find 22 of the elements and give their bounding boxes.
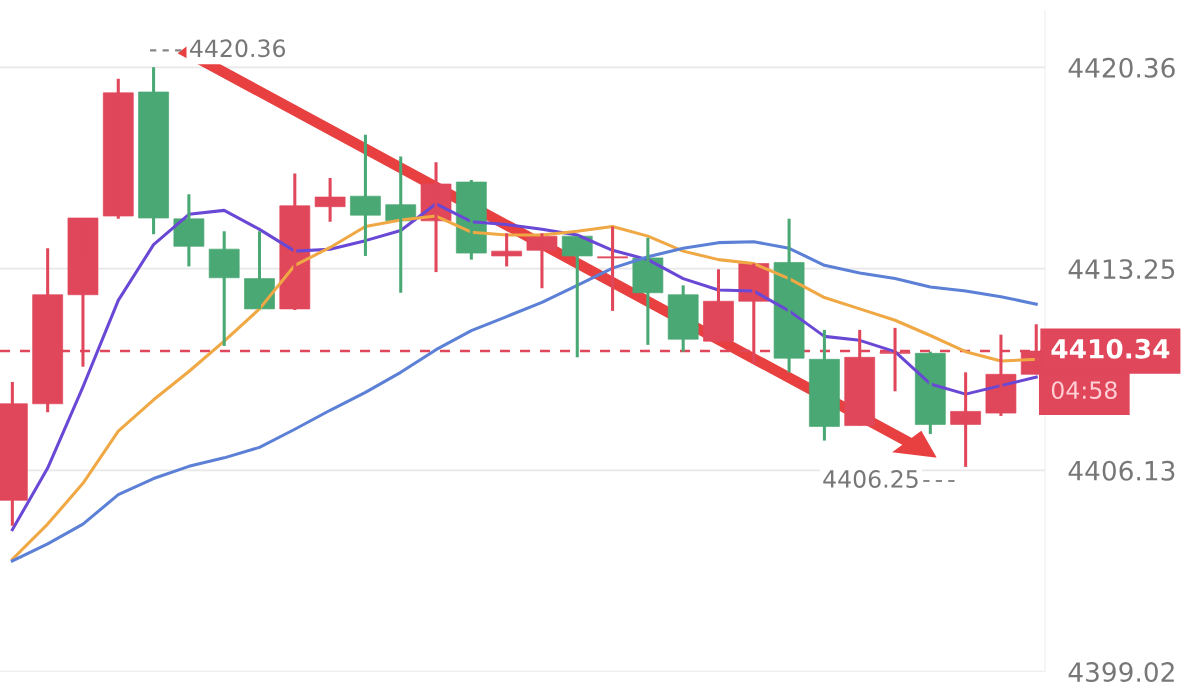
annotation: 4420.36 [190, 39, 286, 58]
candlestick [703, 269, 734, 343]
candlestick [138, 67, 169, 236]
candlestick [350, 134, 381, 256]
candlestick [667, 285, 699, 352]
candlestick [102, 78, 134, 219]
candlestick [314, 178, 346, 222]
text: 04:58 [1051, 381, 1117, 399]
candlestick [491, 233, 522, 267]
candlestick [809, 328, 840, 441]
candlestick [526, 233, 558, 290]
candlestick [173, 194, 205, 267]
annotation: 4406.25 [823, 470, 918, 488]
ref-line-label: 4410.34 [1051, 338, 1170, 359]
y-tick-label: 4406.13 [1068, 460, 1175, 481]
y-tick-label: 4420.36 [1068, 57, 1175, 78]
y-tick-label: 4399.02 [1068, 662, 1174, 683]
y-tick-label: 4413.25 [1068, 259, 1175, 280]
candlestick [950, 372, 981, 467]
candlestick [597, 226, 628, 311]
candlestick [208, 231, 240, 346]
candlestick [561, 235, 593, 358]
